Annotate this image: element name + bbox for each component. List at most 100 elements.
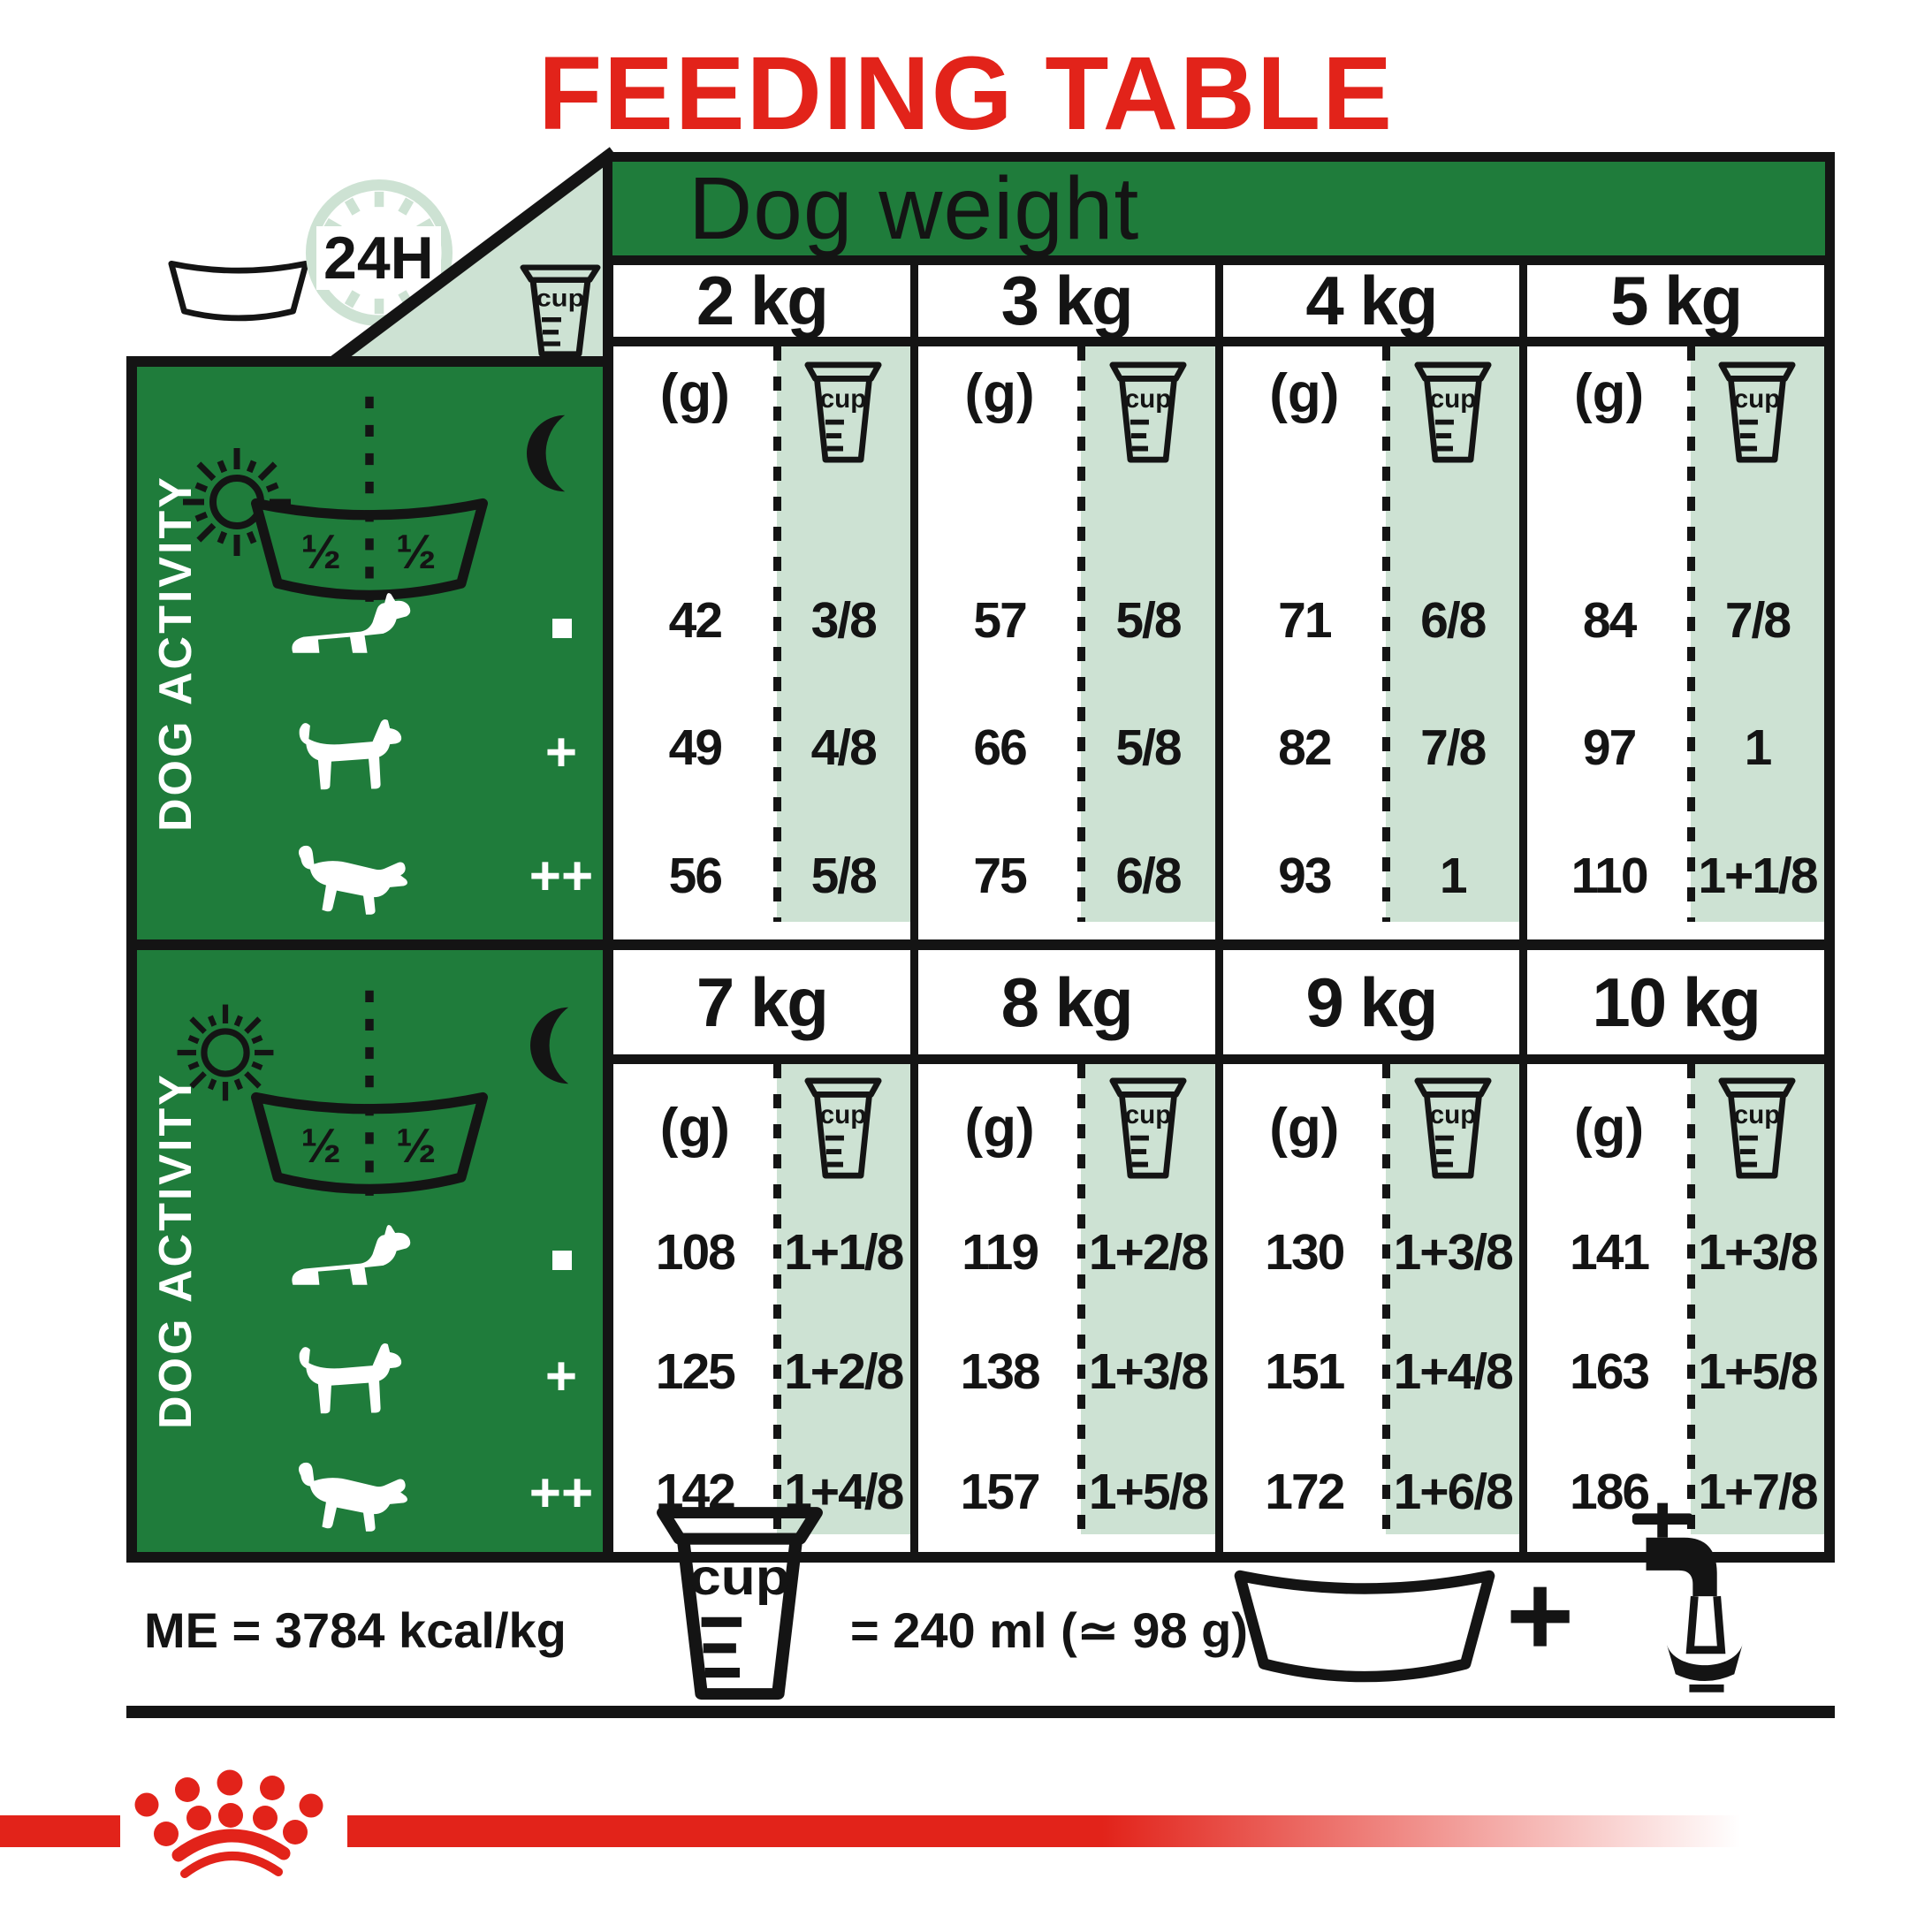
border-footer-line: [126, 1706, 1835, 1718]
grams-value: 172: [1265, 1464, 1345, 1521]
cup-equivalence-text: = 240 ml (≃ 98 g): [850, 1602, 1248, 1658]
cup-value: 1+1/8: [784, 1223, 904, 1281]
weight-table-1: 2 kg (g) cup 42 3/8 49 4/8 56 5/8 3 kg (g) cup 5…: [613, 262, 1835, 939]
weight-header-label: 5 kg: [1610, 262, 1743, 339]
weight-column: 5 kg (g) cup 84 7/8 97 1 110 1+1/8: [1519, 262, 1824, 939]
grams-value: 71: [1278, 592, 1332, 650]
weight-header-label: 3 kg: [1000, 262, 1134, 339]
dog-activity-panel-1: DOG ACTIVITY ½½-+++: [137, 367, 603, 939]
cup-unit-icon: cup: [777, 1064, 910, 1192]
weight-header-label: 9 kg: [1305, 962, 1438, 1041]
weight-column-body: (g) cup 130 1+3/8 151 1+4/8 172 1+6/8: [1223, 1064, 1520, 1552]
activity-level-mark: ++: [529, 1463, 594, 1524]
weight-header: 9 kg: [1222, 950, 1520, 1064]
weight-header: 7 kg: [613, 950, 910, 1064]
brand-band-left: [0, 1815, 120, 1847]
cup-column-band: [1690, 346, 1824, 922]
grams-value: 56: [668, 847, 723, 904]
weight-header-label: 8 kg: [1000, 962, 1134, 1041]
playing-dog-icon: [298, 1462, 407, 1532]
grams-cup-divider: [1686, 346, 1695, 922]
border-sidebar-top: [126, 356, 613, 367]
food-bowl-icon: [168, 260, 309, 322]
dog-activity-panel-2: DOG ACTIVITY ½½-+++: [137, 950, 603, 1552]
cup-column-band: [1690, 1064, 1824, 1534]
grams-value: 130: [1265, 1223, 1345, 1281]
grams-value: 97: [1582, 719, 1637, 777]
grams-value: 125: [655, 1343, 736, 1401]
weight-header: 3 kg: [917, 262, 1215, 346]
border-table2-bottom: [126, 1552, 1835, 1563]
weight-header-label: 7 kg: [696, 962, 829, 1041]
moon-icon: [527, 415, 566, 492]
weight-column-grid: (g) cup 84 7/8 97 1 110 1+1/8: [1527, 346, 1824, 939]
cup-value: 5/8: [1115, 719, 1182, 777]
grams-value: 49: [668, 719, 723, 777]
activity-level-mark: -: [552, 1251, 572, 1270]
grams-value: 119: [962, 1223, 1039, 1281]
cup-value: 1+2/8: [784, 1343, 904, 1401]
cup-column-band: [1081, 346, 1215, 922]
grams-value: 108: [655, 1223, 736, 1281]
dog-weight-header: Dog weight: [603, 152, 1835, 265]
weight-column: 7 kg (g) cup 108 1+1/8 125 1+2/8 142 1+4/8: [613, 950, 910, 1552]
cup-value: 1+6/8: [1393, 1464, 1514, 1521]
border-table1-bottom: [126, 939, 1835, 950]
cup-icon-label: cup: [689, 1548, 790, 1605]
cup-value: 1+3/8: [1393, 1223, 1514, 1281]
activity-level-mark: ++: [529, 846, 594, 907]
cup-value: 7/8: [1420, 719, 1487, 777]
measuring-cup-icon: cup: [1718, 361, 1796, 463]
cup-icon-label: cup: [820, 384, 867, 414]
grams-value: 151: [1265, 1343, 1345, 1401]
measuring-cup-icon: cup: [1414, 1077, 1492, 1179]
grams-value: 82: [1278, 719, 1332, 777]
playing-dog-icon: [298, 845, 407, 915]
grams-unit-label: (g): [964, 363, 1035, 424]
grams-cup-divider: [772, 346, 781, 922]
cup-value: 1+5/8: [1088, 1464, 1209, 1521]
weight-column-grid: (g) cup 42 3/8 49 4/8 56 5/8: [613, 346, 910, 939]
weight-column-grid: (g) cup 71 6/8 82 7/8 93 1: [1223, 346, 1520, 939]
cup-value: 4/8: [810, 719, 878, 777]
grams-value: 186: [1570, 1464, 1650, 1521]
weight-column: 3 kg (g) cup 57 5/8 66 5/8 75 6/8: [909, 262, 1215, 939]
cup-value: 1: [1744, 719, 1773, 777]
grams-value: 93: [1278, 847, 1332, 904]
standing-dog-icon: [299, 719, 402, 790]
weight-column-body: (g) cup 71 6/8 82 7/8 93 1: [1223, 346, 1520, 939]
border-sidebar-right: [603, 265, 613, 1552]
cup-value: 7/8: [1724, 592, 1791, 650]
measuring-cup-icon: cup: [804, 361, 882, 463]
measuring-cup-icon: cup: [520, 264, 601, 357]
cup-value: 1+2/8: [1088, 1223, 1209, 1281]
cup-icon-label: cup: [1734, 1100, 1781, 1130]
grams-unit-label: (g): [964, 1098, 1035, 1159]
weight-column-grid: (g) cup 108 1+1/8 125 1+2/8 142 1+4/8: [613, 1064, 910, 1552]
weight-column-body: (g) cup 119 1+2/8 138 1+3/8 157 1+5/8: [918, 1064, 1215, 1552]
grams-cup-divider: [1686, 1064, 1695, 1534]
weight-header: 2 kg: [613, 262, 910, 346]
cup-value: 1+3/8: [1698, 1223, 1818, 1281]
grams-value: 110: [1571, 847, 1649, 904]
weight-header-label: 2 kg: [696, 262, 829, 339]
cup-unit-icon: cup: [1386, 346, 1519, 557]
bowl-half-left-label: ½: [300, 524, 341, 579]
header-cup-icon: cup: [520, 264, 601, 357]
cup-value: 1: [1439, 847, 1468, 904]
activity-level-mark: +: [544, 722, 578, 783]
weight-column: 4 kg (g) cup 71 6/8 82 7/8 93 1: [1214, 262, 1520, 939]
weight-header: 4 kg: [1222, 262, 1520, 346]
cup-unit-icon: cup: [1386, 1064, 1519, 1192]
weight-column-body: (g) cup 108 1+1/8 125 1+2/8 142 1+4/8: [613, 1064, 910, 1552]
weight-header-label: 10 kg: [1592, 962, 1761, 1041]
cup-value: 6/8: [1115, 847, 1182, 904]
grams-value: 163: [1570, 1343, 1650, 1401]
grams-value: 141: [1570, 1223, 1650, 1281]
weight-column-grid: (g) cup 57 5/8 66 5/8 75 6/8: [918, 346, 1215, 939]
measuring-cup-icon: cup: [1109, 361, 1187, 463]
cup-column-band: [1386, 346, 1520, 922]
